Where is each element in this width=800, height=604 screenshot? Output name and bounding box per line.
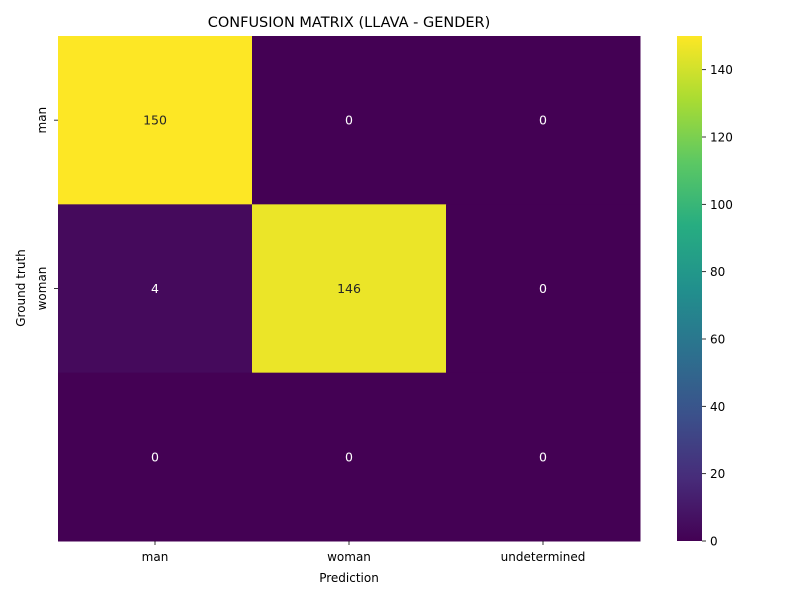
cell-value-label: 0 xyxy=(539,281,547,296)
colorbar-tick-label: 80 xyxy=(710,265,725,279)
cell-value-label: 146 xyxy=(337,281,361,296)
heatmap-cells: 150 0 0 4 146 0 0 0 0 xyxy=(58,36,641,542)
y-axis-ticks: man woman xyxy=(35,107,58,311)
x-axis-ticks: man woman undetermined xyxy=(142,541,586,564)
heatmap-cell xyxy=(252,372,447,542)
heatmap-cell xyxy=(446,204,641,374)
cell-value-label: 150 xyxy=(143,113,167,128)
colorbar: 0 20 40 60 80 100 120 140 xyxy=(677,36,733,549)
y-axis-label: Ground truth xyxy=(14,249,28,327)
heatmap-cell xyxy=(58,204,253,374)
colorbar-tick-label: 100 xyxy=(710,198,733,212)
chart-title: CONFUSION MATRIX (LLAVA - GENDER) xyxy=(208,15,491,31)
x-tick-label: woman xyxy=(327,550,371,564)
heatmap-cell xyxy=(446,372,641,542)
x-tick-label: man xyxy=(142,550,169,564)
x-tick-label: undetermined xyxy=(501,550,586,564)
colorbar-tick-label: 140 xyxy=(710,63,733,77)
cell-value-label: 0 xyxy=(539,449,547,464)
x-axis-label: Prediction xyxy=(319,571,379,585)
colorbar-tick-label: 60 xyxy=(710,333,725,347)
cell-value-label: 0 xyxy=(345,449,353,464)
cell-value-label: 4 xyxy=(151,281,159,296)
y-tick-label: man xyxy=(35,107,49,134)
cell-value-label: 0 xyxy=(345,113,353,128)
colorbar-gradient xyxy=(677,36,702,541)
colorbar-tick-label: 0 xyxy=(710,535,718,549)
heatmap-cell xyxy=(252,204,447,374)
colorbar-tick-label: 40 xyxy=(710,400,725,414)
y-tick-label: woman xyxy=(35,267,49,311)
heatmap-cell xyxy=(252,36,447,205)
heatmap-cell xyxy=(58,36,253,205)
cell-value-label: 0 xyxy=(539,113,547,128)
heatmap-cell xyxy=(58,372,253,542)
colorbar-tick-label: 20 xyxy=(710,467,725,481)
colorbar-tick-label: 120 xyxy=(710,131,733,145)
cell-value-label: 0 xyxy=(151,449,159,464)
heatmap-cell xyxy=(446,36,641,205)
